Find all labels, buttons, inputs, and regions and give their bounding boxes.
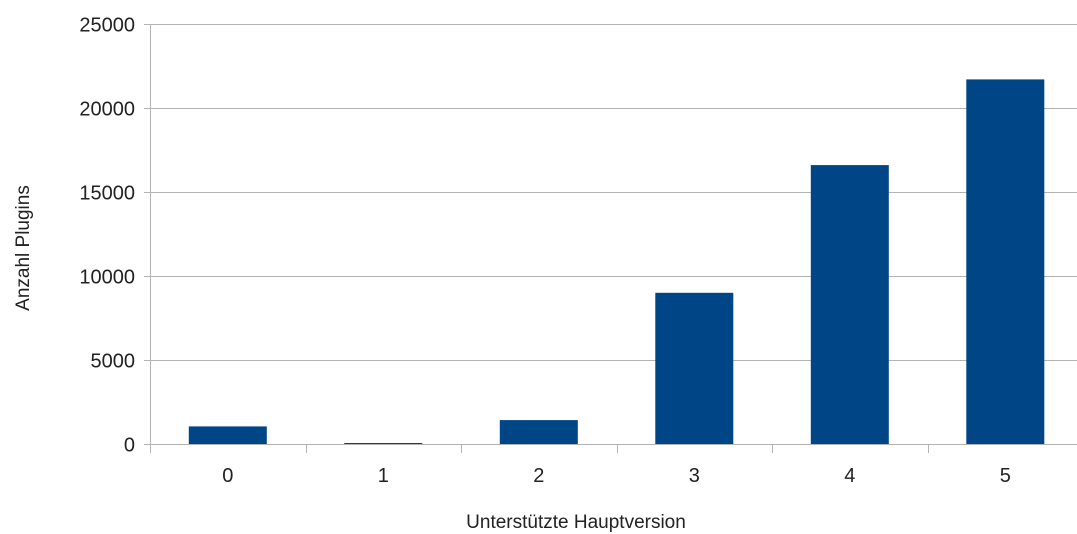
bar-2 (499, 420, 578, 444)
y-tick-label: 5000 (91, 351, 136, 373)
bar-0 (188, 426, 267, 444)
bars (188, 79, 1045, 445)
y-tick-label: 25000 (79, 15, 135, 37)
y-tick-label: 0 (124, 435, 135, 457)
y-tick-label: 15000 (79, 183, 135, 205)
x-tick-label: 5 (1000, 465, 1011, 487)
gridlines (150, 24, 1077, 445)
y-tick-label: 10000 (79, 267, 135, 289)
axes (144, 24, 929, 453)
bar-3 (655, 292, 734, 444)
x-tick-label: 0 (222, 465, 233, 487)
bar-4 (810, 165, 889, 444)
x-tick-label: 1 (378, 465, 389, 487)
bar-1 (344, 443, 423, 444)
y-tick-label: 20000 (79, 99, 135, 121)
x-tick-label: 3 (689, 465, 700, 487)
y-tick-labels: 0 5000 10000 15000 20000 25000 (79, 15, 135, 457)
bar-5 (966, 79, 1045, 445)
x-tick-label: 4 (844, 465, 855, 487)
y-axis-title: Anzahl Plugins (13, 185, 34, 311)
x-axis-title: Unterstützte Hauptversion (466, 512, 686, 533)
x-tick-labels: 0 1 2 3 4 5 (222, 465, 1011, 487)
x-tick-label: 2 (533, 465, 544, 487)
